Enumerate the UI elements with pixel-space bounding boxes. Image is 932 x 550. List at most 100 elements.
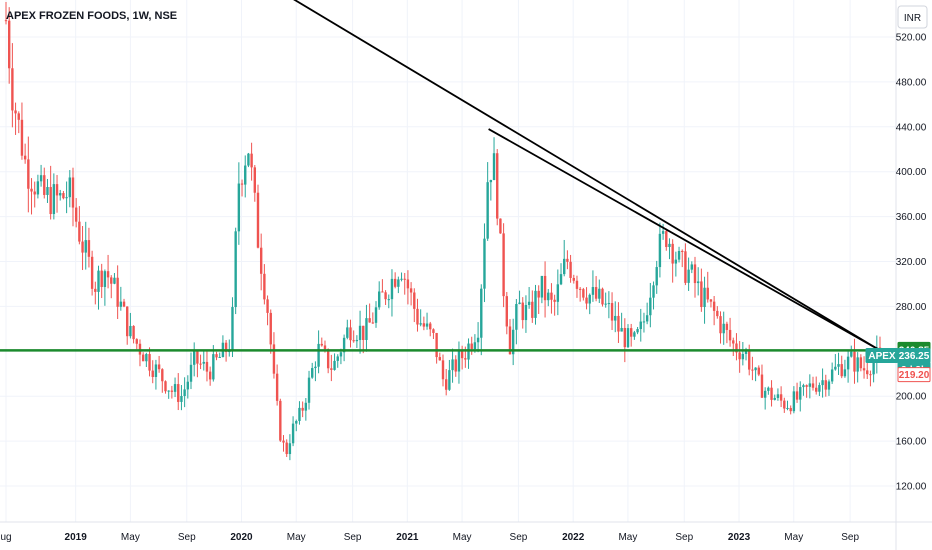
price-tags: 240.85APEX236.252d 3h219.20 bbox=[865, 341, 931, 383]
candle-body bbox=[291, 423, 295, 444]
candle-body bbox=[358, 325, 362, 340]
candle-body bbox=[483, 238, 486, 289]
candle-body bbox=[674, 259, 678, 264]
candle-body bbox=[432, 329, 435, 333]
candle-body bbox=[540, 275, 544, 298]
candle-body bbox=[741, 353, 745, 360]
candle-body bbox=[400, 278, 403, 280]
candle-body bbox=[687, 269, 690, 283]
price-tick-label: 480.00 bbox=[896, 77, 927, 88]
candle-body bbox=[87, 240, 91, 257]
candle-body bbox=[818, 385, 821, 392]
candle-body bbox=[556, 284, 560, 302]
candle-body bbox=[696, 281, 700, 284]
candle-body bbox=[748, 351, 751, 370]
candle-body bbox=[610, 303, 614, 321]
candle-body bbox=[722, 323, 725, 334]
candle-body bbox=[578, 288, 582, 290]
candle-body bbox=[27, 159, 30, 189]
candle-body bbox=[448, 370, 451, 390]
time-tick-label: May bbox=[121, 532, 140, 543]
candle-body bbox=[588, 294, 591, 304]
candle-body bbox=[585, 297, 588, 304]
candle-body bbox=[824, 380, 827, 390]
candle-body bbox=[240, 183, 244, 185]
candle-body bbox=[763, 390, 767, 398]
candle-body bbox=[815, 387, 818, 392]
candle-body bbox=[311, 368, 314, 378]
candle-body bbox=[601, 288, 604, 305]
candle-body bbox=[665, 231, 668, 247]
time-tick-label: May bbox=[784, 532, 803, 543]
currency-button[interactable]: INR bbox=[897, 5, 928, 29]
candle-body bbox=[464, 358, 467, 360]
symbol-label: APEX bbox=[868, 351, 896, 362]
candle-body bbox=[94, 288, 97, 292]
time-tick-label: Sep bbox=[841, 532, 859, 543]
candle-body bbox=[757, 367, 760, 375]
candle-body bbox=[212, 354, 215, 380]
candle-body bbox=[425, 323, 429, 327]
candle-body bbox=[253, 167, 257, 193]
candle-body bbox=[802, 385, 805, 388]
candle-body bbox=[779, 394, 783, 401]
candle-body bbox=[116, 277, 119, 307]
candle-body bbox=[515, 304, 518, 330]
trendline bbox=[488, 128, 881, 352]
candle-body bbox=[690, 264, 694, 270]
candle-body bbox=[378, 291, 381, 308]
time-tick-label: 2019 bbox=[65, 532, 88, 543]
candle-body bbox=[754, 367, 757, 371]
candle-body bbox=[154, 364, 158, 377]
candle-body bbox=[173, 384, 177, 392]
candle-body bbox=[543, 275, 547, 301]
candle-body bbox=[563, 258, 566, 275]
candle-body bbox=[122, 301, 126, 307]
candle-body bbox=[36, 181, 40, 195]
candle-body bbox=[409, 288, 413, 293]
candle-body bbox=[760, 374, 764, 398]
currency-box[interactable] bbox=[897, 5, 928, 29]
candle-body bbox=[84, 240, 87, 253]
candle-body bbox=[100, 270, 103, 287]
candle-body bbox=[614, 315, 617, 321]
price-axis[interactable]: 520.00 480.00 440.00 400.00 360.00 320.00 280.… bbox=[896, 33, 927, 493]
candle-body bbox=[23, 155, 27, 160]
candle-body bbox=[496, 153, 499, 219]
candle-body bbox=[186, 381, 190, 390]
candle-body bbox=[872, 360, 875, 375]
candle-body bbox=[438, 357, 442, 361]
candle-body bbox=[783, 400, 786, 409]
candle-body bbox=[859, 357, 863, 369]
time-tick-label: 2020 bbox=[230, 532, 253, 543]
candle-body bbox=[620, 327, 623, 332]
candle-body bbox=[751, 369, 754, 371]
price-tick-label: 160.00 bbox=[896, 437, 927, 448]
candle-body bbox=[499, 218, 502, 234]
candle-body bbox=[314, 366, 317, 369]
candle-body bbox=[272, 344, 276, 374]
candle-body bbox=[639, 321, 642, 330]
chart-title: APEX FROZEN FOODS, 1W, NSE bbox=[6, 10, 177, 22]
candle-body bbox=[505, 296, 508, 327]
candle-body bbox=[4, 20, 8, 22]
candle-body bbox=[604, 303, 607, 305]
price-tick-label: 520.00 bbox=[896, 33, 927, 44]
candle-body bbox=[46, 187, 49, 195]
candle-body bbox=[636, 329, 639, 333]
candle-body bbox=[202, 361, 205, 364]
candle-body bbox=[390, 278, 394, 300]
candle-body bbox=[65, 197, 68, 199]
price-tick-label: 280.00 bbox=[896, 302, 927, 313]
candle-body bbox=[355, 339, 359, 342]
candle-body bbox=[547, 292, 550, 301]
candle-body bbox=[460, 351, 464, 359]
time-axis[interactable]: ug 2019 May Sep 2020 May Sep 2021 May Sep 2022 May S… bbox=[0, 532, 859, 543]
candle-body bbox=[480, 288, 483, 338]
candle-body bbox=[706, 287, 709, 300]
candle-body bbox=[661, 231, 665, 234]
candle-body bbox=[451, 359, 454, 371]
candle-body bbox=[738, 352, 741, 360]
